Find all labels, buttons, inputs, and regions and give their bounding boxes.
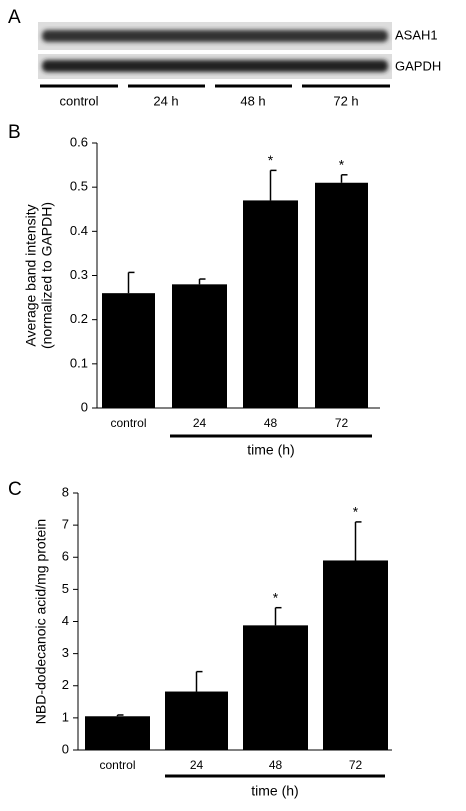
lane-label: 48 h	[240, 93, 265, 108]
x-tick-label: 72	[335, 416, 349, 430]
x-tick-label: 48	[264, 416, 278, 430]
band-label: ASAH1	[395, 27, 438, 42]
y-tick-label: 6	[62, 549, 69, 564]
y-tick-label: 0	[81, 399, 88, 414]
lane-label: 24 h	[153, 93, 178, 108]
x-tick-label: 24	[193, 416, 207, 430]
x-tick-label: 72	[349, 758, 363, 772]
significance-marker: *	[339, 157, 345, 173]
bar	[102, 293, 155, 408]
y-tick-label: 2	[62, 677, 69, 692]
y-tick-label: 4	[62, 613, 69, 628]
y-tick-label: 0.1	[70, 355, 88, 370]
panel-label: A	[8, 7, 21, 28]
y-tick-label: 0.6	[70, 134, 88, 149]
y-tick-label: 8	[62, 484, 69, 499]
y-tick-label: 3	[62, 645, 69, 660]
x-tick-label: control	[99, 758, 135, 772]
bar	[315, 182, 368, 408]
bar	[172, 284, 227, 408]
x-tick-label: 48	[269, 758, 283, 772]
bar	[165, 691, 228, 750]
bar	[243, 625, 308, 750]
y-axis-label: (normalized to GAPDH)	[39, 202, 55, 349]
y-axis-label: Average band intensity	[23, 204, 39, 346]
panel-label: C	[8, 479, 22, 500]
y-tick-label: 5	[62, 581, 69, 596]
bar	[323, 560, 388, 750]
lane-label: 72 h	[333, 93, 358, 108]
x-tick-label: 24	[190, 758, 204, 772]
x-axis-label: time (h)	[251, 783, 298, 799]
y-tick-label: 0.4	[70, 223, 88, 238]
bar	[85, 716, 150, 750]
band-label: GAPDH	[395, 58, 441, 73]
y-tick-label: 1	[62, 709, 69, 724]
y-tick-label: 0.2	[70, 311, 88, 326]
significance-marker: *	[273, 589, 279, 605]
y-axis-label: NBD-dodecanoic acid/mg protein	[33, 519, 49, 724]
panel-label: B	[8, 122, 21, 143]
bar	[243, 200, 298, 408]
x-tick-label: control	[110, 416, 146, 430]
y-tick-label: 0.5	[70, 179, 88, 194]
significance-marker: *	[353, 504, 359, 520]
blot-bands	[42, 30, 388, 72]
lane-label: control	[59, 93, 98, 108]
y-tick-label: 7	[62, 517, 69, 532]
y-tick-label: 0.3	[70, 267, 88, 282]
significance-marker: *	[268, 152, 274, 168]
x-axis-label: time (h)	[247, 442, 294, 458]
y-tick-label: 0	[62, 741, 69, 756]
